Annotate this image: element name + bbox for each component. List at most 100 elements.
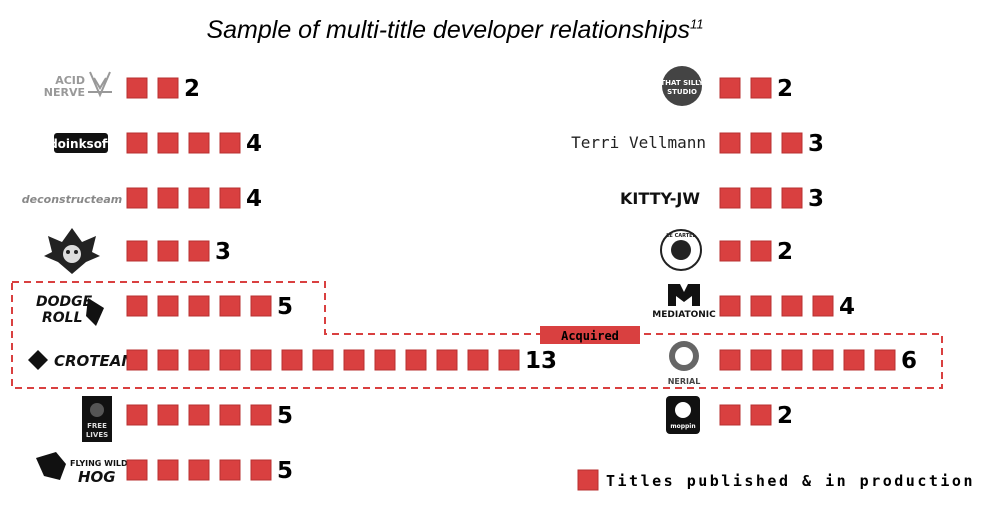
acid-nerve-logo-text: ACID <box>55 74 85 87</box>
dodge-roll-logo: DODGE <box>36 294 93 310</box>
terri-vellmann-logo: Terri Vellmann <box>571 133 706 152</box>
count-left-unnamed-studio-skull-logo: 3 <box>215 239 231 265</box>
title-square <box>719 132 741 154</box>
chart-title-text: Sample of multi-title developer relation… <box>206 16 691 44</box>
title-square <box>250 459 272 481</box>
title-square <box>343 349 365 371</box>
title-square <box>781 132 803 154</box>
title-square <box>126 295 148 317</box>
title-square <box>750 187 772 209</box>
title-square <box>126 349 148 371</box>
title-square <box>219 187 241 209</box>
free-lives-logo-2: LIVES <box>86 431 108 439</box>
skull-eye-left <box>66 250 70 254</box>
deconstructeam-logo: deconstructeam <box>22 193 122 206</box>
title-square <box>157 132 179 154</box>
title-square <box>719 404 741 426</box>
that-silly-studio-logo: THAT SILLY <box>660 79 704 87</box>
title-square <box>219 132 241 154</box>
free-lives-logo: FREE <box>87 422 107 430</box>
moppin-icon <box>675 402 691 418</box>
title-square <box>750 295 772 317</box>
title-square <box>250 295 272 317</box>
count-left-deconstructeam: 4 <box>246 186 262 212</box>
title-square <box>281 349 303 371</box>
count-left-croteam: 13 <box>525 348 557 374</box>
title-square <box>219 459 241 481</box>
title-square <box>374 349 396 371</box>
le-cartel-logo-center <box>671 240 691 260</box>
acquired-outline <box>11 281 943 389</box>
doinksoft-logo-bg <box>54 133 108 153</box>
title-square <box>467 349 489 371</box>
title-square <box>719 187 741 209</box>
mediatonic-logo: MEDIATONIC <box>652 310 716 320</box>
flying-wild-hog-logo-2: HOG <box>78 468 116 486</box>
title-square <box>188 404 210 426</box>
title-square <box>157 349 179 371</box>
title-square <box>719 77 741 99</box>
skull-studio-icon <box>44 228 100 274</box>
title-square <box>126 132 148 154</box>
title-square <box>750 240 772 262</box>
title-square <box>750 349 772 371</box>
acquired-label-bg <box>540 326 640 344</box>
title-square <box>157 187 179 209</box>
title-square <box>312 349 334 371</box>
acquired-label: Acquired <box>561 329 619 343</box>
title-square <box>874 349 896 371</box>
title-square <box>157 404 179 426</box>
count-right-le-cartel: 2 <box>777 239 793 265</box>
dodge-roll-icon <box>86 298 104 326</box>
le-cartel-logo: LE CARTEL <box>666 233 696 239</box>
title-square <box>812 295 834 317</box>
count-left-dodge-roll: 5 <box>277 294 293 320</box>
croteam-logo: CROTEAM <box>54 352 136 370</box>
title-square <box>719 349 741 371</box>
title-square <box>157 240 179 262</box>
title-square <box>781 349 803 371</box>
title-square <box>126 240 148 262</box>
count-right-mediatonic: 4 <box>839 294 855 320</box>
title-square <box>188 459 210 481</box>
title-square <box>781 295 803 317</box>
acid-nerve-logo-text-2: NERVE <box>44 86 85 99</box>
legend-swatch <box>577 469 599 491</box>
flying-wild-hog-logo: FLYING WILD <box>70 459 128 468</box>
title-square <box>126 404 148 426</box>
mediatonic-icon <box>668 284 700 306</box>
count-left-free-lives: 5 <box>277 403 293 429</box>
title-square <box>781 187 803 209</box>
title-square <box>188 240 210 262</box>
title-square <box>436 349 458 371</box>
count-left-flying-wild-hog: 5 <box>277 458 293 484</box>
title-square <box>188 187 210 209</box>
skull-face-shape <box>63 245 81 263</box>
title-square <box>719 295 741 317</box>
count-left-acid-nerve: 2 <box>184 76 200 102</box>
count-right-moppin: 2 <box>777 403 793 429</box>
flying-wild-hog-icon <box>36 452 66 480</box>
count-right-kitty-jw: 3 <box>808 186 824 212</box>
legend-label: Titles published & in production <box>606 472 975 490</box>
doinksoft-logo: doinksoft <box>49 137 113 151</box>
chart-title: Sample of multi-title developer relation… <box>0 16 910 45</box>
that-silly-studio-logo-2: STUDIO <box>667 88 697 96</box>
title-square <box>750 77 772 99</box>
title-square <box>219 404 241 426</box>
title-square <box>126 187 148 209</box>
squares-layer <box>126 77 896 481</box>
counts-layer: 2 4 4 3 5 13 5 5 2 3 3 2 4 6 2 <box>184 76 917 484</box>
croteam-icon <box>28 350 48 370</box>
title-square <box>157 459 179 481</box>
count-right-nerial: 6 <box>901 348 917 374</box>
title-square <box>843 349 865 371</box>
that-silly-studio-logo-bg <box>662 66 702 106</box>
title-square <box>250 404 272 426</box>
title-square <box>219 295 241 317</box>
title-square <box>812 349 834 371</box>
title-square <box>157 295 179 317</box>
